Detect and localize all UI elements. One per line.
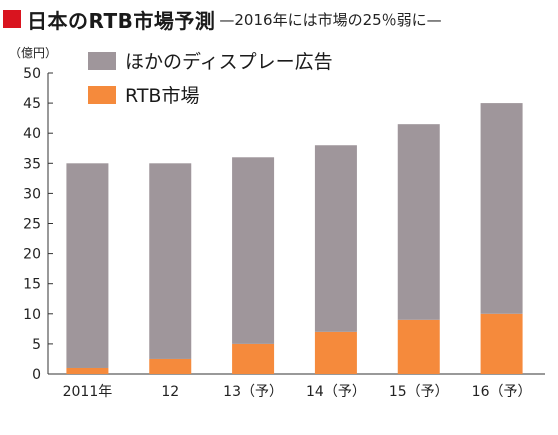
chart-title: 日本のRTB市場予測 — [27, 8, 216, 33]
other-display-bar — [149, 163, 192, 359]
rtb-bar — [314, 331, 357, 374]
rtb-bar — [397, 319, 440, 374]
legend-item-rtb: RTB市場 — [125, 85, 199, 107]
other-display-bar — [232, 157, 275, 344]
title-marker — [3, 10, 21, 28]
other-display-bar — [314, 145, 357, 332]
other-display-bar — [66, 163, 109, 368]
legend-item-other-display: ほかのディスプレー広告 — [125, 51, 333, 73]
other-display-bar — [397, 124, 440, 320]
y-tick-label: 0 — [32, 367, 41, 383]
rtb-bar — [232, 343, 275, 374]
y-tick-label: 5 — [32, 337, 41, 353]
y-tick-label: 50 — [23, 66, 41, 82]
y-tick-label: 30 — [23, 186, 41, 202]
other-display-bar — [480, 103, 523, 314]
y-tick-label: 35 — [23, 156, 41, 172]
x-tick-label: 12 — [161, 384, 179, 400]
chart-subtitle: —2016年には市場の25％弱に— — [219, 10, 442, 29]
x-tick-label: 15（予） — [389, 384, 449, 400]
legend-swatch — [88, 86, 116, 104]
x-tick-label: 2011年 — [63, 384, 113, 400]
rtb-bar — [66, 367, 109, 374]
x-tick-label: 16（予） — [472, 384, 532, 400]
y-tick-label: 20 — [23, 247, 41, 263]
rtb-bar — [480, 313, 523, 374]
y-tick-label: 40 — [23, 126, 41, 142]
y-tick-label: 25 — [23, 217, 41, 233]
title-row: 日本のRTB市場予測 —2016年には市場の25％弱に— — [3, 6, 442, 33]
x-tick-label: 13（予） — [223, 384, 283, 400]
y-tick-label: 45 — [23, 96, 41, 112]
y-tick-label: 10 — [23, 307, 41, 323]
y-tick-label: 15 — [23, 277, 41, 293]
rtb-bar — [149, 358, 192, 374]
x-tick-label: 14（予） — [306, 384, 366, 400]
y-axis-unit-label: （億円） — [9, 46, 58, 60]
legend-swatch — [88, 52, 116, 70]
